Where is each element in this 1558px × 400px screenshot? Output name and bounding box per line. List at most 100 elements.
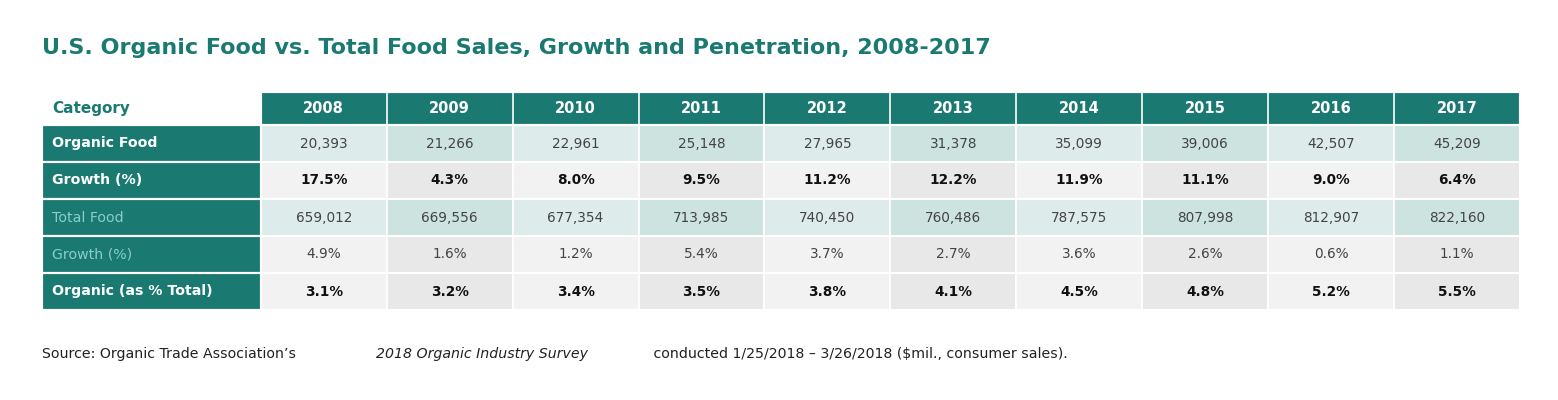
Text: 2012: 2012 [807, 101, 848, 116]
Bar [1268, 125, 1394, 162]
Bar [1394, 273, 1521, 310]
Bar [1394, 236, 1521, 273]
Bar [386, 273, 513, 310]
Bar [1268, 199, 1394, 236]
Bar [890, 199, 1016, 236]
Bar [1394, 199, 1521, 236]
Text: 659,012: 659,012 [296, 210, 352, 224]
Bar [1016, 199, 1142, 236]
Text: 760,486: 760,486 [925, 210, 982, 224]
Text: 3.5%: 3.5% [682, 284, 720, 298]
Text: 677,354: 677,354 [547, 210, 603, 224]
Bar [1016, 162, 1142, 199]
Bar [1142, 125, 1268, 162]
Bar [765, 236, 890, 273]
Bar [260, 162, 386, 199]
Text: 21,266: 21,266 [425, 136, 474, 150]
Text: 11.9%: 11.9% [1055, 174, 1103, 188]
Bar [1016, 125, 1142, 162]
Text: 2016: 2016 [1310, 101, 1351, 116]
Text: 3.2%: 3.2% [430, 284, 469, 298]
Text: U.S. Organic Food vs. Total Food Sales, Growth and Penetration, 2008-2017: U.S. Organic Food vs. Total Food Sales, … [42, 38, 991, 58]
Bar [386, 162, 513, 199]
Bar [890, 162, 1016, 199]
Text: 2009: 2009 [430, 101, 471, 116]
Text: 1.6%: 1.6% [432, 248, 467, 262]
Bar [260, 273, 386, 310]
Text: 812,907: 812,907 [1302, 210, 1359, 224]
Bar [513, 162, 639, 199]
Bar [890, 236, 1016, 273]
Text: 39,006: 39,006 [1181, 136, 1229, 150]
Text: 2017: 2017 [1436, 101, 1477, 116]
Text: 12.2%: 12.2% [930, 174, 977, 188]
Bar [765, 162, 890, 199]
Text: 2011: 2011 [681, 101, 721, 116]
Bar [1394, 125, 1521, 162]
Text: 25,148: 25,148 [678, 136, 726, 150]
Text: 11.1%: 11.1% [1181, 174, 1229, 188]
Text: 1.1%: 1.1% [1440, 248, 1474, 262]
Bar [1142, 162, 1268, 199]
Text: 5.5%: 5.5% [1438, 284, 1475, 298]
Bar [260, 199, 386, 236]
Text: 4.8%: 4.8% [1186, 284, 1225, 298]
Text: 2.7%: 2.7% [936, 248, 971, 262]
Bar [513, 236, 639, 273]
Text: 3.4%: 3.4% [556, 284, 595, 298]
Bar [765, 273, 890, 310]
Bar [1268, 236, 1394, 273]
Bar [1016, 236, 1142, 273]
Text: 9.0%: 9.0% [1312, 174, 1349, 188]
Text: 3.7%: 3.7% [810, 248, 844, 262]
Text: 20,393: 20,393 [299, 136, 347, 150]
Text: Total Food: Total Food [51, 210, 123, 224]
Text: 5.2%: 5.2% [1312, 284, 1349, 298]
Bar [890, 273, 1016, 310]
Bar [260, 236, 386, 273]
Bar [42, 125, 260, 162]
Text: 3.6%: 3.6% [1063, 248, 1097, 262]
Bar [386, 125, 513, 162]
Text: 2.6%: 2.6% [1187, 248, 1223, 262]
Bar [1142, 273, 1268, 310]
Text: Growth (%): Growth (%) [51, 174, 142, 188]
Bar [765, 125, 890, 162]
Bar [386, 199, 513, 236]
Bar [260, 92, 1521, 125]
Text: 4.9%: 4.9% [307, 248, 341, 262]
Bar [42, 162, 260, 199]
Bar [513, 273, 639, 310]
Text: 35,099: 35,099 [1055, 136, 1103, 150]
Text: 6.4%: 6.4% [1438, 174, 1475, 188]
Text: 4.3%: 4.3% [430, 174, 469, 188]
Text: Category: Category [51, 101, 129, 116]
Text: 11.2%: 11.2% [804, 174, 851, 188]
Text: 42,507: 42,507 [1307, 136, 1355, 150]
Bar [639, 125, 765, 162]
Text: 4.5%: 4.5% [1061, 284, 1098, 298]
Text: conducted 1/25/2018 – 3/26/2018 ($mil., consumer sales).: conducted 1/25/2018 – 3/26/2018 ($mil., … [650, 347, 1067, 361]
Bar [1142, 199, 1268, 236]
Text: 31,378: 31,378 [930, 136, 977, 150]
Bar [639, 162, 765, 199]
Bar [513, 199, 639, 236]
Text: 3.1%: 3.1% [305, 284, 343, 298]
Text: 2018 Organic Industry Survey: 2018 Organic Industry Survey [375, 347, 587, 361]
Text: 17.5%: 17.5% [301, 174, 347, 188]
Bar [386, 236, 513, 273]
Text: 787,575: 787,575 [1052, 210, 1108, 224]
Text: 2015: 2015 [1184, 101, 1226, 116]
Bar [1268, 273, 1394, 310]
Bar [42, 236, 260, 273]
Text: 9.5%: 9.5% [682, 174, 720, 188]
Text: 669,556: 669,556 [421, 210, 478, 224]
Text: 4.1%: 4.1% [935, 284, 972, 298]
Text: Organic (as % Total): Organic (as % Total) [51, 284, 212, 298]
Text: 45,209: 45,209 [1433, 136, 1482, 150]
Text: 2014: 2014 [1059, 101, 1100, 116]
Bar [42, 199, 260, 236]
Bar [639, 273, 765, 310]
Text: 22,961: 22,961 [552, 136, 600, 150]
Text: 5.4%: 5.4% [684, 248, 718, 262]
